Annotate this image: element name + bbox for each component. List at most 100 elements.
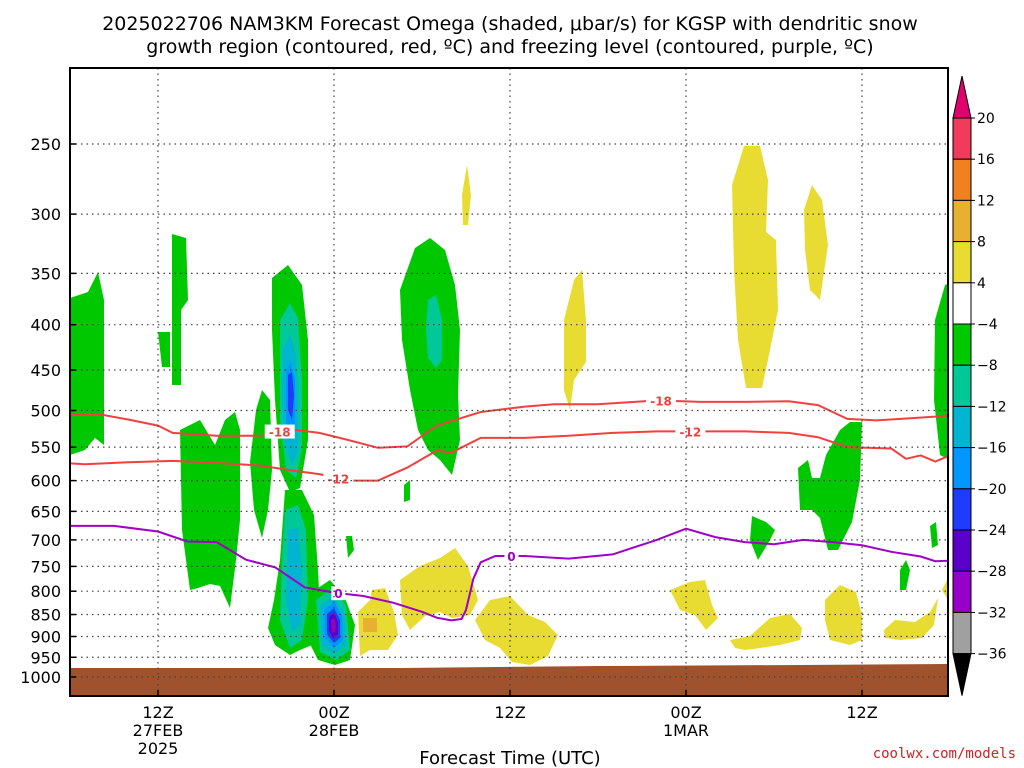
colorbar-tick-label: 12	[977, 193, 995, 209]
omega-region	[564, 270, 586, 410]
omega-region	[804, 185, 828, 300]
omega-region	[172, 234, 188, 385]
colorbar-swatch	[952, 199, 972, 243]
y-tick-label: 600	[30, 472, 61, 491]
omega-region	[346, 536, 354, 558]
contour-label-bg	[504, 549, 519, 564]
y-tick-label: 850	[30, 606, 61, 625]
colorbar-swatch	[952, 405, 972, 449]
omega-core	[288, 372, 294, 420]
contour-label-bg	[1, 453, 31, 467]
omega-region	[70, 272, 104, 455]
colorbar-swatch	[952, 570, 972, 613]
y-tick-label: 650	[30, 502, 61, 521]
y-tick-label: 950	[30, 648, 61, 667]
contour-label: -12	[5, 454, 27, 468]
colorbar-swatch	[952, 447, 972, 490]
x-tick-label: 1MAR	[663, 721, 709, 740]
omega-region	[825, 585, 862, 645]
omega-region	[884, 598, 938, 640]
colorbar-tick-label: −16	[977, 441, 1007, 457]
colorbar-tick-label: −28	[977, 564, 1007, 580]
x-tick-label: 28FEB	[309, 721, 360, 740]
contour-layer: -18 -18 -12 -12 -12 0 0	[1, 393, 948, 622]
ground-below-surface	[70, 664, 948, 696]
omega-region	[900, 560, 910, 590]
colorbar-tick-label: −32	[977, 605, 1007, 621]
omega-region	[400, 548, 478, 630]
y-tick-label: 800	[30, 582, 61, 601]
y-tick-label: 450	[30, 361, 61, 380]
chart-title-line-2: growth region (contoured, red, ºC) and f…	[146, 36, 873, 58]
grid-lines	[70, 68, 948, 696]
x-tick-label: 00Z	[318, 703, 349, 722]
omega-core	[331, 618, 336, 633]
y-tick-label: 500	[30, 402, 61, 421]
colorbar-tick-label: −36	[977, 647, 1007, 663]
plot-frame	[69, 67, 949, 697]
colorbar-tick-label: −12	[977, 399, 1007, 415]
omega-region	[358, 588, 398, 656]
colorbar-swatch	[952, 364, 972, 407]
contour-label: 0	[334, 587, 342, 601]
contour-label: -18	[269, 426, 291, 440]
freezing-level-contour	[70, 524, 948, 622]
omega-region	[730, 614, 802, 650]
omega-region	[798, 422, 862, 550]
contour-label: -12	[328, 472, 350, 486]
contour-label: -12	[680, 425, 702, 439]
dgz-contour-line	[70, 399, 948, 449]
y-tick-label: 750	[30, 557, 61, 576]
x-tick-label: 12Z	[142, 703, 173, 722]
colorbar-top-arrow	[952, 75, 972, 119]
y-tick-label: 250	[30, 135, 61, 154]
omega-region	[158, 332, 170, 367]
colorbar-legend: 20 16 12 8 4 −4 −8 −12 −16 −20 −24 −28 −32 −36	[952, 75, 1007, 696]
colorbar-tick-label: −24	[977, 523, 1007, 539]
colorbar-swatch	[952, 488, 972, 531]
y-tick-label: 300	[30, 205, 61, 224]
contour-label: -18	[650, 395, 672, 409]
omega-region	[462, 165, 471, 225]
colorbar-tick-label: 8	[977, 235, 986, 251]
colorbar-tick-label: 20	[977, 111, 995, 127]
contour-label-bg	[675, 424, 706, 439]
x-axis-label: Forecast Time (UTC)	[419, 748, 600, 768]
colorbar-swatch	[952, 282, 972, 325]
colorbar-swatch	[952, 529, 972, 572]
y-axis: 250 300 350 400 450 500 550 600 650 700 750 800 850 9…	[20, 135, 76, 687]
omega-region	[732, 146, 778, 388]
omega-region	[363, 618, 377, 632]
y-tick-label: 700	[30, 531, 61, 550]
colorbar-swatch	[952, 611, 972, 655]
x-tick-label: 12Z	[846, 703, 877, 722]
y-tick-label: 400	[30, 316, 61, 335]
omega-region	[404, 480, 410, 502]
contour-label-bg	[264, 424, 295, 439]
colorbar-tick-label: 4	[977, 276, 986, 292]
omega-region	[942, 578, 948, 600]
omega-region	[180, 412, 240, 608]
x-tick-label: 27FEB	[133, 721, 184, 740]
colorbar-tick-label: −8	[977, 358, 998, 374]
colorbar-tick-label: −4	[977, 317, 998, 333]
y-tick-label: 550	[30, 438, 61, 457]
colorbar-swatch	[952, 323, 972, 366]
colorbar-tick-label: 16	[977, 152, 995, 168]
omega-region	[670, 580, 718, 630]
contour-label: 0	[507, 550, 515, 564]
omega-region	[930, 522, 938, 548]
colorbar-swatch	[952, 158, 972, 201]
chart-title-line-1: 2025022706 NAM3KM Forecast Omega (shaded…	[102, 13, 918, 35]
colorbar-tick-label: −20	[977, 482, 1007, 498]
x-tick-label: 12Z	[494, 703, 525, 722]
omega-core	[426, 295, 442, 368]
y-tick-label: 1000	[20, 668, 61, 687]
credit-text: coolwx.com/models	[873, 746, 1016, 762]
contour-label-bg	[646, 393, 677, 408]
x-tick-label: 2025	[138, 739, 179, 758]
colorbar-swatch	[952, 241, 972, 284]
x-tick-label: 00Z	[670, 703, 701, 722]
